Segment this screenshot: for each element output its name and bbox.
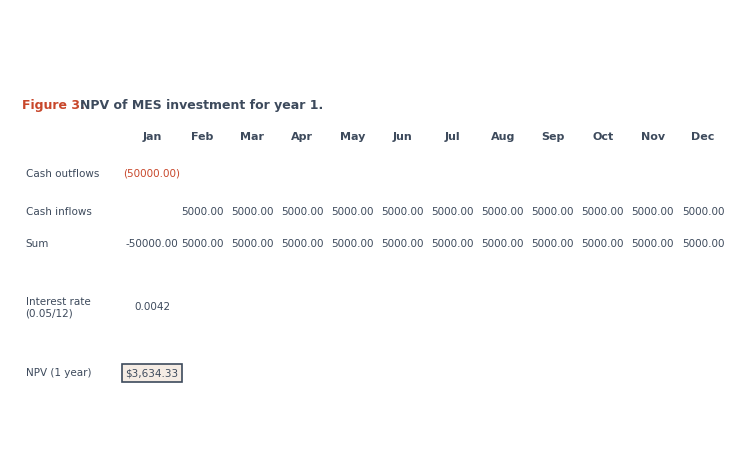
Text: NPV (1 year): NPV (1 year) [26, 368, 91, 378]
Text: Jun: Jun [392, 132, 412, 142]
Text: 5000.00: 5000.00 [181, 239, 224, 249]
Text: 5000.00: 5000.00 [331, 239, 374, 249]
Text: 5000.00: 5000.00 [331, 207, 374, 217]
Text: 5000.00: 5000.00 [281, 239, 323, 249]
Text: Aug: Aug [490, 132, 514, 142]
Text: 5000.00: 5000.00 [231, 239, 274, 249]
Text: 5000.00: 5000.00 [381, 207, 424, 217]
Text: 5000.00: 5000.00 [231, 207, 274, 217]
Text: May: May [340, 132, 365, 142]
Text: 5000.00: 5000.00 [431, 207, 474, 217]
Text: NPV of MES investment for year 1.: NPV of MES investment for year 1. [80, 99, 323, 112]
Text: 5000.00: 5000.00 [682, 207, 724, 217]
Text: 5000.00: 5000.00 [532, 207, 574, 217]
Text: 5000.00: 5000.00 [682, 239, 724, 249]
Text: 5000.00: 5000.00 [532, 239, 574, 249]
Text: 5000.00: 5000.00 [482, 239, 524, 249]
Text: $3,634.33: $3,634.33 [125, 368, 178, 378]
Text: Dec: Dec [692, 132, 715, 142]
Text: Figure 3:: Figure 3: [22, 99, 89, 112]
Text: 5000.00: 5000.00 [181, 207, 224, 217]
Text: Feb: Feb [191, 132, 213, 142]
Text: Cash inflows: Cash inflows [26, 207, 92, 217]
Text: 5000.00: 5000.00 [281, 207, 323, 217]
Text: 5000.00: 5000.00 [431, 239, 474, 249]
Text: 0.0042: 0.0042 [134, 302, 170, 312]
Text: -50000.00: -50000.00 [126, 239, 178, 249]
Text: Sep: Sep [541, 132, 565, 142]
Text: Nov: Nov [640, 132, 665, 142]
Text: Interest rate
(0.05/12): Interest rate (0.05/12) [26, 297, 90, 318]
Text: 5000.00: 5000.00 [632, 239, 674, 249]
Text: 5000.00: 5000.00 [581, 239, 624, 249]
Text: Apr: Apr [291, 132, 314, 142]
Text: 5000.00: 5000.00 [482, 207, 524, 217]
Text: Oct: Oct [592, 132, 613, 142]
Text: 5000.00: 5000.00 [381, 239, 424, 249]
Text: 5000.00: 5000.00 [632, 207, 674, 217]
Text: (50000.00): (50000.00) [124, 169, 181, 179]
Text: Jan: Jan [142, 132, 162, 142]
Text: 5000.00: 5000.00 [581, 207, 624, 217]
Text: Jul: Jul [445, 132, 460, 142]
Text: Cash outflows: Cash outflows [26, 169, 99, 179]
Text: Sum: Sum [26, 239, 49, 249]
Text: Mar: Mar [240, 132, 264, 142]
